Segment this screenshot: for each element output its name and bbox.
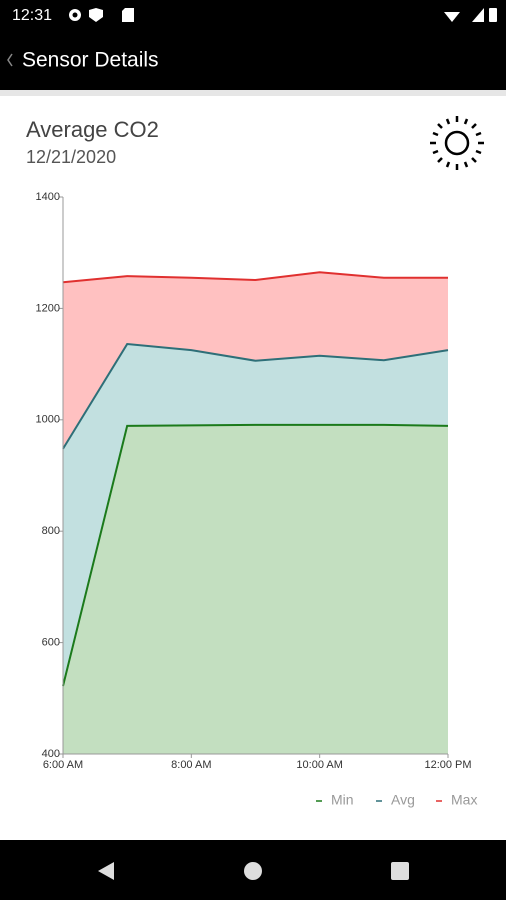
theme-toggle[interactable] bbox=[430, 116, 484, 170]
y-tick-label: 1400 bbox=[36, 191, 60, 203]
y-tick-label: 400 bbox=[42, 748, 60, 760]
legend-label: Avg bbox=[391, 792, 415, 808]
y-tick-label: 1200 bbox=[36, 302, 60, 314]
chart-subtitle: 12/21/2020 bbox=[26, 147, 116, 167]
x-tick-label: 12:00 PM bbox=[424, 759, 471, 771]
y-tick-label: 1000 bbox=[36, 414, 60, 426]
legend-label: Min bbox=[331, 792, 354, 808]
x-tick-label: 6:00 AM bbox=[43, 759, 83, 771]
header-title: Sensor Details bbox=[22, 49, 159, 72]
nav-home[interactable] bbox=[244, 862, 262, 880]
line bbox=[62, 342, 449, 450]
back-button[interactable] bbox=[7, 53, 13, 67]
y-tick-label: 800 bbox=[42, 525, 60, 537]
top-bar bbox=[0, 0, 506, 90]
legend-label: Max bbox=[451, 792, 477, 808]
y-tick-label: 600 bbox=[42, 637, 60, 649]
chart-title: Average CO2 bbox=[26, 117, 159, 142]
nav-back[interactable] bbox=[98, 862, 114, 880]
line bbox=[62, 271, 448, 284]
area bbox=[63, 424, 448, 754]
plot: 400 600 800 1000 1200 1400 6:00 AM 8:00 AM 10:00… bbox=[36, 191, 478, 808]
status-time: 12:31 bbox=[12, 7, 52, 24]
x-tick-label: 10:00 AM bbox=[296, 759, 342, 771]
header-shadow bbox=[0, 90, 506, 96]
line bbox=[62, 423, 449, 687]
status-icons bbox=[69, 8, 497, 22]
x-tick-label: 8:00 AM bbox=[171, 759, 211, 771]
nav-recents[interactable] bbox=[391, 862, 409, 880]
